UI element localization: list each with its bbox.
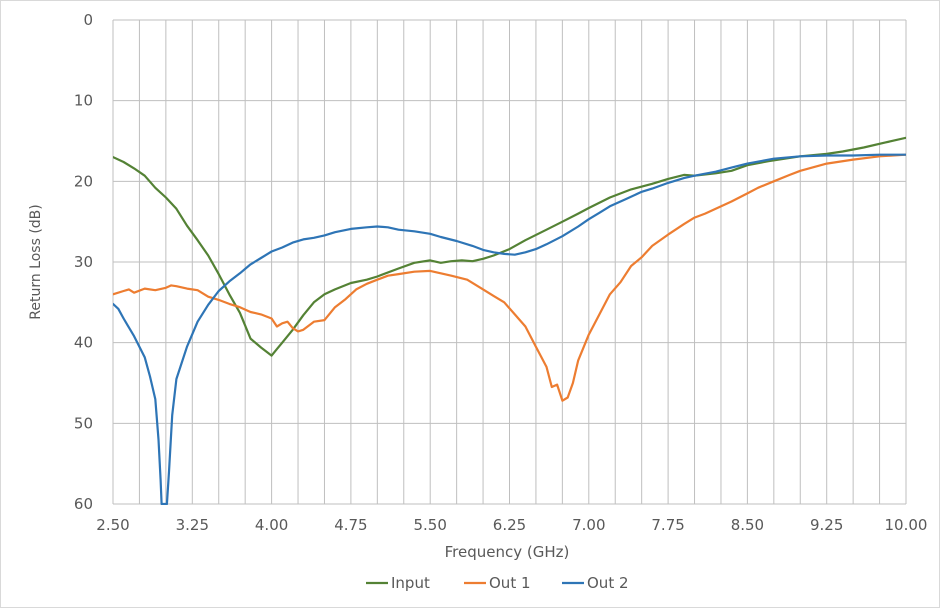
series-layer bbox=[113, 136, 906, 505]
legend-label-input: Input bbox=[391, 574, 430, 592]
x-tick-label: 9.25 bbox=[810, 516, 843, 534]
y-tick-label: 10 bbox=[74, 92, 93, 110]
y-tick-label: 60 bbox=[74, 495, 93, 513]
y-tick-label: 0 bbox=[83, 11, 93, 29]
x-tick-label: 7.75 bbox=[651, 516, 684, 534]
legend-item-input: Input bbox=[366, 574, 430, 592]
legend-item-out-1: Out 1 bbox=[464, 574, 531, 592]
legend-label-out-2: Out 2 bbox=[587, 574, 629, 592]
legend-item-out-2: Out 2 bbox=[562, 574, 629, 592]
y-tick-label: 30 bbox=[74, 253, 93, 271]
legend-label-out-1: Out 1 bbox=[489, 574, 531, 592]
y-tick-label: 50 bbox=[74, 414, 93, 432]
x-tick-label: 5.50 bbox=[413, 516, 446, 534]
grid-layer bbox=[112, 19, 907, 505]
y-tick-label: 40 bbox=[74, 334, 93, 352]
x-tick-label: 6.25 bbox=[493, 516, 526, 534]
legend: Input Out 1 Out 2 bbox=[366, 574, 629, 592]
y-axis-label: Return Loss (dB) bbox=[28, 204, 44, 319]
x-tick-label: 4.00 bbox=[255, 516, 288, 534]
x-tick-label: 3.25 bbox=[176, 516, 209, 534]
x-tick-label: 2.50 bbox=[96, 516, 129, 534]
x-axis-label: Frequency (GHz) bbox=[445, 543, 570, 561]
series-line-out-1 bbox=[113, 153, 906, 402]
x-tick-label: 7.00 bbox=[572, 516, 605, 534]
series-line-out-2 bbox=[113, 153, 906, 505]
x-tick-label: 10.00 bbox=[885, 516, 928, 534]
series-line-input bbox=[113, 136, 906, 357]
y-tick-label: 20 bbox=[74, 172, 93, 190]
tick-layer: 2.50 3.25 4.00 4.75 5.50 6.25 7.00 7.75 8.50 9.25… bbox=[74, 11, 928, 534]
x-tick-label: 8.50 bbox=[731, 516, 764, 534]
x-tick-label: 4.75 bbox=[334, 516, 367, 534]
